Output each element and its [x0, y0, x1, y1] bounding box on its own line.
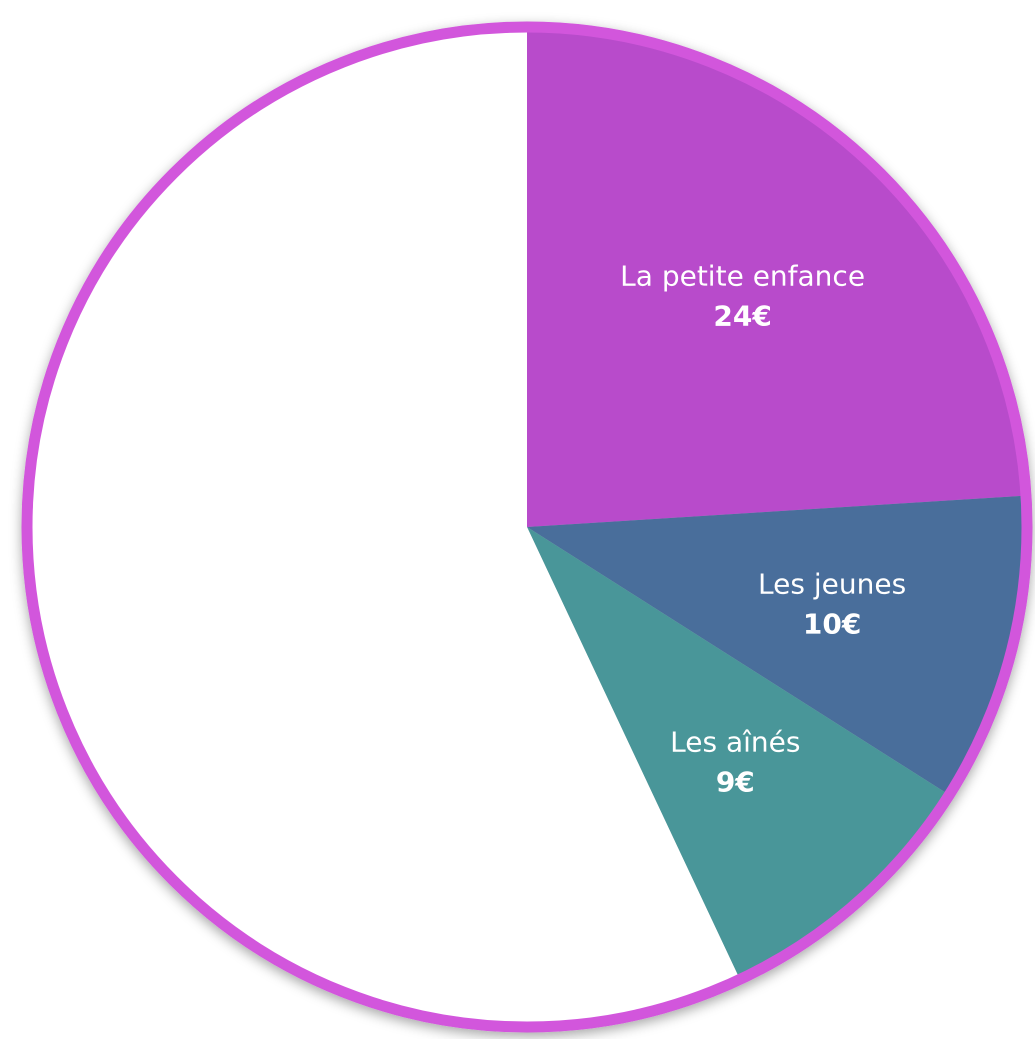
slice-label: La petite enfance — [620, 259, 865, 292]
slice-label: Les jeunes — [758, 567, 906, 600]
slice-label: Les aînés — [670, 725, 800, 758]
pie-slice — [527, 27, 1027, 527]
pie-slice — [527, 527, 950, 980]
pie-slice — [27, 27, 740, 1027]
pie-slice — [527, 495, 1027, 795]
slice-value: 10€ — [803, 607, 861, 640]
slice-value: 9€ — [716, 765, 755, 798]
slice-value: 24€ — [713, 299, 771, 332]
pie-border — [21, 21, 1033, 1033]
pie — [21, 21, 1033, 1033]
